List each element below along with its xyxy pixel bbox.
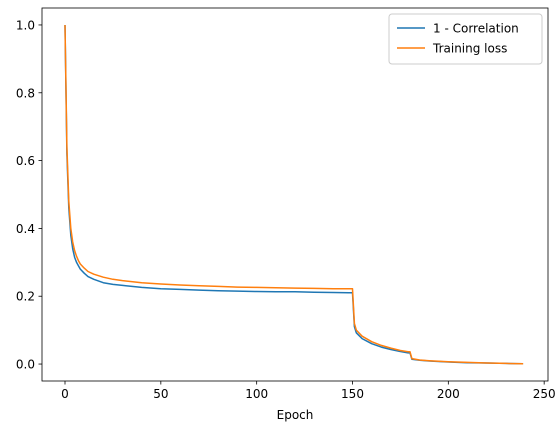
y-tick-label: 0.8 xyxy=(16,86,35,100)
legend-label: 1 - Correlation xyxy=(433,22,519,36)
y-tick-label: 0.2 xyxy=(16,290,35,304)
x-axis-label: Epoch xyxy=(277,408,314,422)
legend: 1 - Correlation Training loss xyxy=(389,14,542,64)
legend-label: Training loss xyxy=(432,42,507,56)
x-tick-label: 250 xyxy=(533,387,556,401)
y-tick-label: 0.0 xyxy=(16,358,35,372)
x-tick-label: 150 xyxy=(341,387,364,401)
x-tick-label: 200 xyxy=(437,387,460,401)
y-tick-label: 1.0 xyxy=(16,18,35,32)
x-tick-label: 0 xyxy=(61,387,69,401)
y-tick-label: 0.6 xyxy=(16,154,35,168)
x-tick-label: 50 xyxy=(153,387,168,401)
x-tick-label: 100 xyxy=(245,387,268,401)
y-tick-label: 0.4 xyxy=(16,222,35,236)
